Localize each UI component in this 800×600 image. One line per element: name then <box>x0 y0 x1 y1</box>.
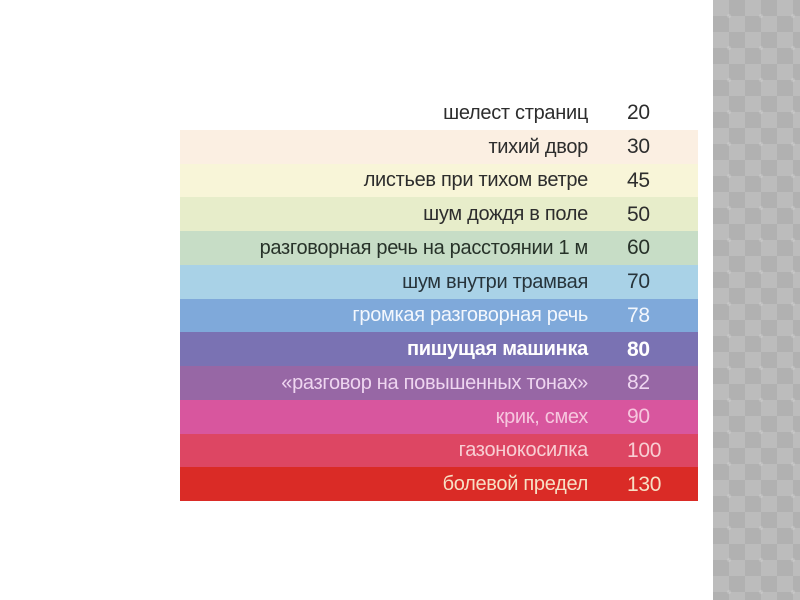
row-label: шум дождя в поле <box>423 203 588 226</box>
row-value: 70 <box>627 270 650 294</box>
row-label: пишущая машинка <box>407 338 588 361</box>
row-label: газонокосилка <box>458 439 589 462</box>
row-value: 78 <box>627 303 650 327</box>
row-value: 20 <box>627 101 650 125</box>
table-row: шелест страниц 20 <box>180 96 698 130</box>
row-value: 50 <box>627 202 650 226</box>
table-row: громкая разговорная речь 78 <box>180 298 698 333</box>
row-label: разговорная речь на расстоянии 1 м <box>259 236 589 259</box>
row-value: 60 <box>627 236 650 260</box>
row-value: 100 <box>627 438 662 462</box>
row-label: крик, смех <box>495 405 589 428</box>
row-label: «разговор на повышенных тонах» <box>281 371 588 394</box>
row-label: тихий двор <box>488 135 588 158</box>
row-value: 130 <box>627 472 662 496</box>
row-label: листьев при тихом ветре <box>363 169 589 192</box>
table-row: листьев при тихом ветре 45 <box>180 163 698 198</box>
row-value: 80 <box>627 337 650 361</box>
table-row: шум внутри трамвая 70 <box>180 264 698 299</box>
row-value: 90 <box>627 405 650 429</box>
table-row: газонокосилка 100 <box>180 433 698 468</box>
table-row: шум дождя в поле 50 <box>180 197 698 231</box>
table-row: пишущая машинка 80 <box>180 332 698 366</box>
table-row: «разговор на повышенных тонах» 82 <box>180 366 698 400</box>
slide-sidebar-texture <box>713 0 800 600</box>
decibel-table: шелест страниц 20 тихий двор 30 листьев при … <box>180 96 698 501</box>
table-row: разговорная речь на расстоянии 1 м 60 <box>180 231 698 265</box>
row-value: 30 <box>627 135 650 159</box>
row-value: 45 <box>627 168 650 192</box>
table-row: болевой предел 130 <box>180 467 698 501</box>
table-row: крик, смех 90 <box>180 399 698 434</box>
row-label: громкая разговорная речь <box>352 304 588 327</box>
row-value: 82 <box>627 371 650 395</box>
table-row: тихий двор 30 <box>180 129 698 164</box>
row-label: болевой предел <box>442 473 589 496</box>
row-label: шелест страниц <box>443 101 588 124</box>
row-label: шум внутри трамвая <box>402 270 588 293</box>
